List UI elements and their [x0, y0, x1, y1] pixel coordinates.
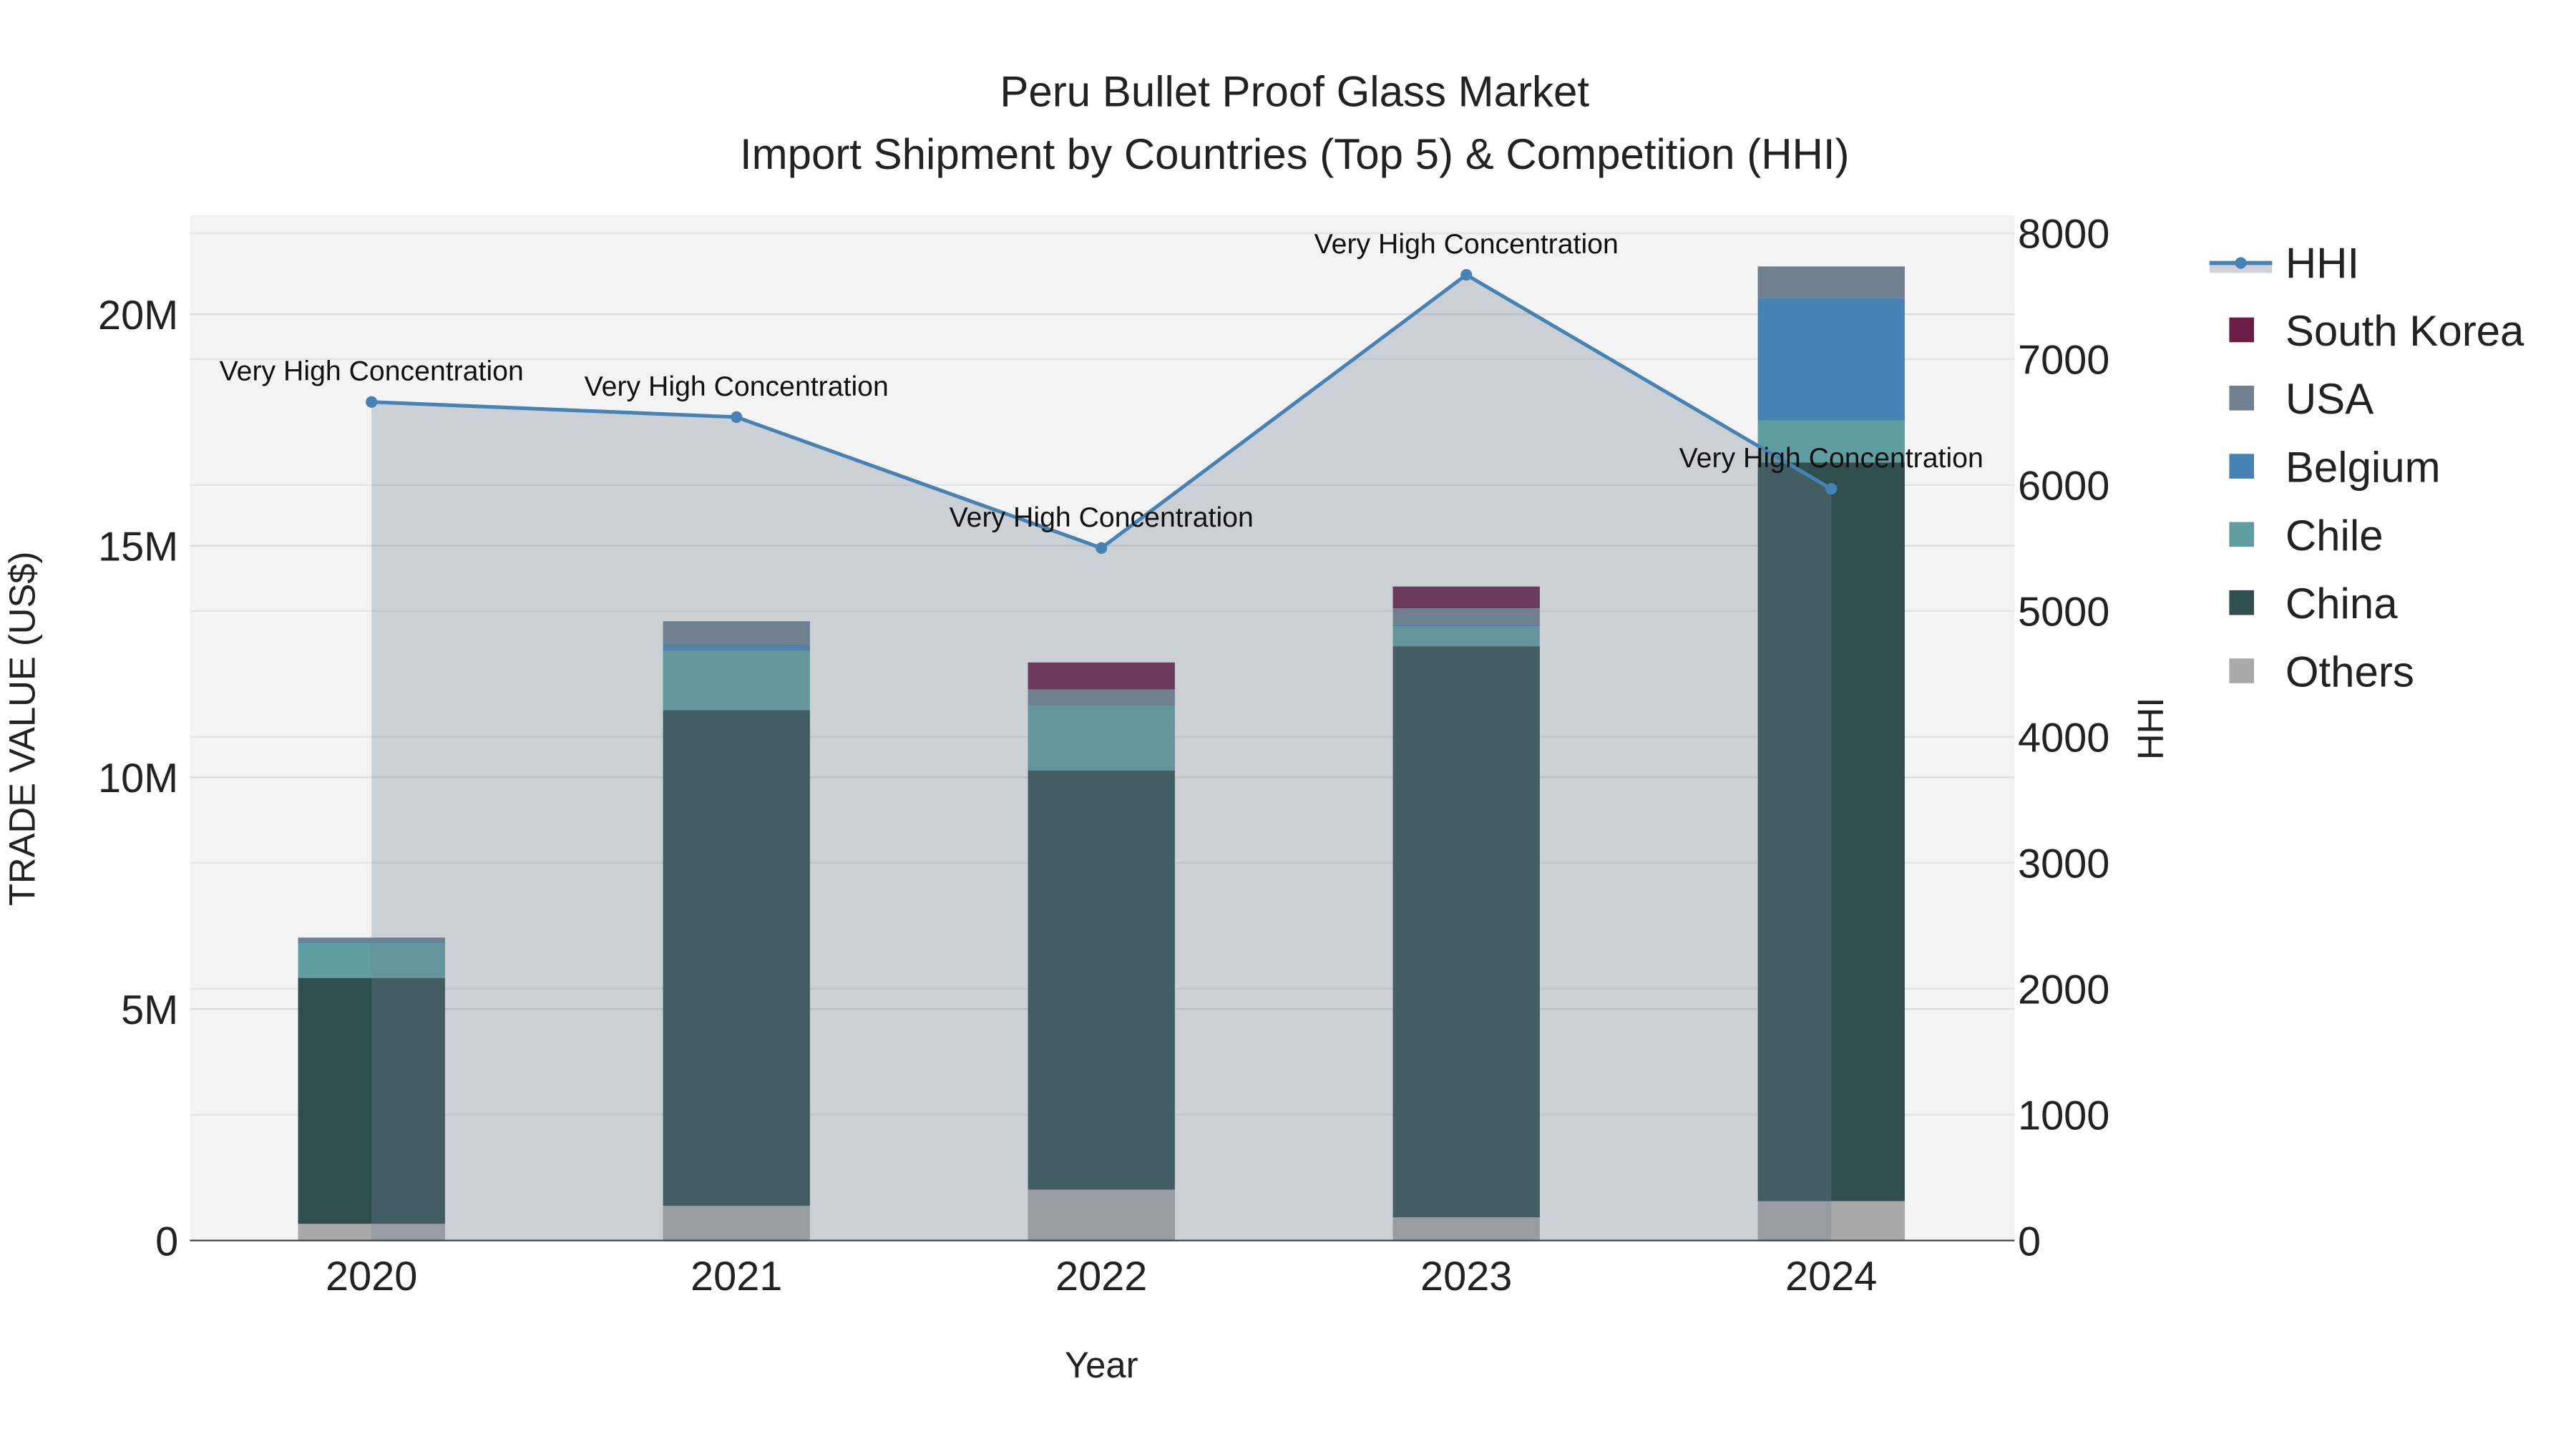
x-tick-label: 2020: [326, 1254, 417, 1299]
y2-tick-label: 8000: [2018, 212, 2109, 258]
bar-china-2021: [663, 710, 810, 1206]
hhi-point-2023: [1460, 268, 1473, 281]
bar-south-korea-2023: [1392, 586, 1540, 609]
bar-others-2020: [298, 1224, 445, 1241]
y2-tick-label: 4000: [2018, 716, 2109, 761]
y-tick-label: 10M: [98, 756, 178, 801]
y-tick-label: 0: [155, 1219, 178, 1264]
y2-tick-label: 5000: [2018, 590, 2109, 635]
legend-swatch-belgium: [2229, 454, 2254, 479]
bar-belgium-2020: [298, 942, 445, 944]
y-tick-label: 5M: [121, 987, 178, 1033]
legend-hhi-marker-icon: [2235, 257, 2247, 269]
bar-chile-2020: [298, 943, 445, 978]
chart-subtitle: Import Shipment by Countries (Top 5) & C…: [740, 130, 1850, 178]
bar-others-2024: [1757, 1201, 1905, 1241]
legend-swatch-south-korea: [2229, 317, 2254, 343]
legend-label-others: Others: [2285, 648, 2414, 696]
chart-title: Peru Bullet Proof Glass Market: [1000, 67, 1589, 115]
bar-china-2024: [1757, 462, 1905, 1201]
y2-tick-label: 2000: [2018, 967, 2109, 1013]
bar-others-2023: [1392, 1217, 1540, 1241]
bar-chile-2023: [1392, 626, 1540, 647]
bar-china-2020: [298, 977, 445, 1224]
y2-tick-label: 0: [2018, 1219, 2041, 1264]
x-tick-label: 2021: [691, 1254, 782, 1299]
y-tick-label: 15M: [98, 524, 178, 570]
bar-usa-2021: [663, 621, 810, 645]
x-tick-label: 2023: [1420, 1254, 1512, 1299]
legend-label-usa: USA: [2285, 375, 2373, 423]
legend-swatch-others: [2229, 658, 2254, 683]
bar-belgium-2023: [1392, 624, 1540, 627]
bar-usa-2024: [1757, 266, 1905, 298]
hhi-annotation: Very High Concentration: [220, 356, 524, 387]
hhi-annotation: Very High Concentration: [1314, 228, 1619, 260]
legend-swatch-chile: [2229, 522, 2254, 547]
hhi-point-2020: [366, 396, 378, 408]
bar-others-2022: [1028, 1189, 1175, 1241]
x-tick-label: 2022: [1055, 1254, 1147, 1299]
bar-china-2023: [1392, 646, 1540, 1218]
x-axis-label: Year: [1065, 1345, 1138, 1385]
legend-label-chile: Chile: [2285, 512, 2384, 560]
legend-label-hhi: HHI: [2285, 239, 2359, 287]
hhi-annotation: Very High Concentration: [1679, 442, 1984, 474]
y2-tick-label: 7000: [2018, 338, 2109, 384]
bar-usa-2023: [1392, 608, 1540, 625]
bar-chile-2024: [1757, 420, 1905, 463]
bar-others-2021: [663, 1206, 810, 1241]
hhi-point-2024: [1825, 483, 1838, 495]
hhi-point-2022: [1096, 542, 1108, 554]
legend-swatch-china: [2229, 590, 2254, 615]
bar-belgium-2024: [1757, 298, 1905, 421]
y2-axis-label: HHI: [2130, 698, 2171, 760]
y-axis-label: TRADE VALUE (US$): [1, 552, 42, 906]
y2-tick-label: 1000: [2018, 1093, 2109, 1138]
bar-chile-2022: [1028, 706, 1175, 771]
x-tick-label: 2024: [1785, 1254, 1877, 1299]
y2-tick-label: 3000: [2018, 841, 2109, 887]
bar-usa-2020: [298, 937, 445, 942]
legend-label-belgium: Belgium: [2285, 444, 2441, 492]
bar-belgium-2021: [663, 644, 810, 651]
bar-usa-2022: [1028, 689, 1175, 706]
hhi-annotation: Very High Concentration: [950, 502, 1254, 533]
bar-chile-2021: [663, 650, 810, 711]
hhi-annotation: Very High Concentration: [585, 371, 889, 402]
hhi-point-2021: [731, 411, 743, 423]
legend-swatch-usa: [2229, 385, 2254, 411]
hhi-area: [371, 275, 1832, 1241]
y-tick-label: 20M: [98, 293, 178, 338]
bar-south-korea-2022: [1028, 662, 1175, 690]
bar-china-2022: [1028, 770, 1175, 1190]
y2-tick-label: 6000: [2018, 464, 2109, 509]
legend-label-south-korea: South Korea: [2285, 307, 2524, 355]
legend-label-china: China: [2285, 580, 2398, 628]
